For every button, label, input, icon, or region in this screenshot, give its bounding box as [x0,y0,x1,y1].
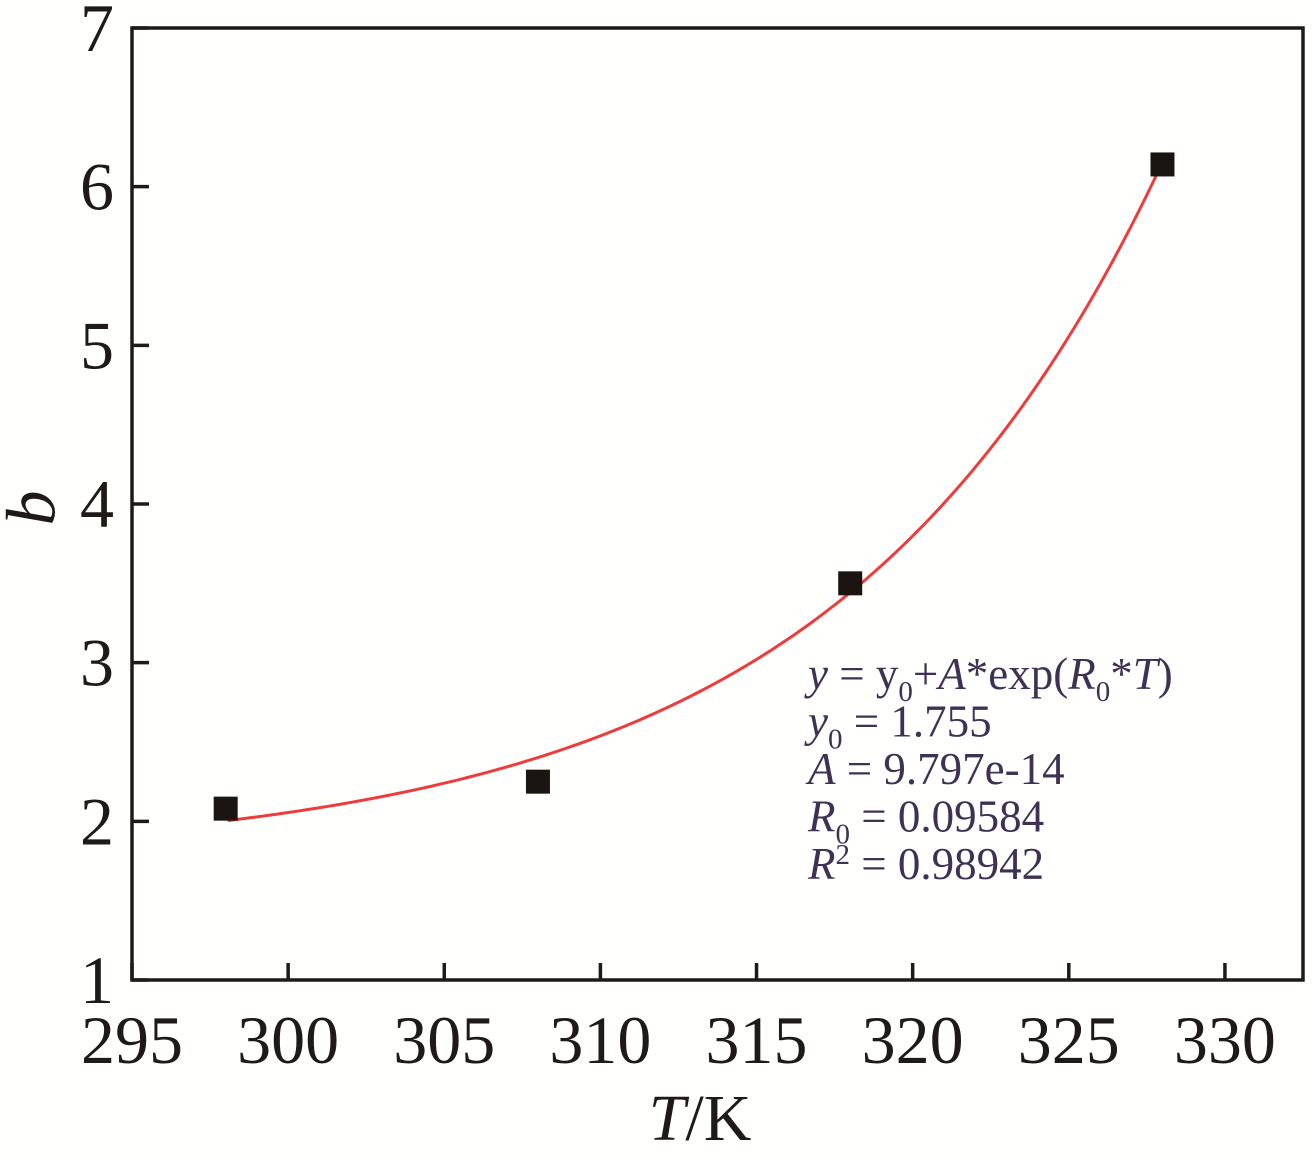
y-tick-label: 7 [80,0,114,66]
x-tick-label: 300 [237,1002,339,1078]
fit-annotation-line: y0 = 1.755 [804,697,992,756]
y-tick-label: 6 [80,149,114,225]
y-tick-label: 1 [80,942,114,1018]
fit-curve [227,160,1164,822]
x-tick-label: 315 [706,1002,808,1078]
fit-annotation-line: y = y0+A*exp(R0*T) [804,649,1173,708]
x-tick-label: 320 [862,1002,964,1078]
x-tick-label: 310 [549,1002,651,1078]
y-tick-label: 3 [80,625,114,701]
x-tick-label: 295 [81,1002,183,1078]
x-tick-label: 330 [1174,1002,1276,1078]
fit-annotation-line: R0 = 0.09584 [807,792,1044,851]
x-axis-title: T/K [649,1082,752,1155]
x-tick-label: 325 [1018,1002,1120,1078]
y-axis-title: b [0,491,71,526]
fit-annotation-line: R2 = 0.98942 [807,839,1044,889]
data-point [213,796,238,821]
x-tick-label: 305 [393,1002,495,1078]
data-point [838,571,863,596]
y-tick-label: 2 [80,783,114,859]
y-tick-label: 4 [80,466,114,542]
y-tick-label: 5 [80,307,114,383]
data-point [525,769,550,794]
fit-annotation-line: A = 9.797e-14 [805,744,1065,794]
data-point [1150,152,1175,177]
